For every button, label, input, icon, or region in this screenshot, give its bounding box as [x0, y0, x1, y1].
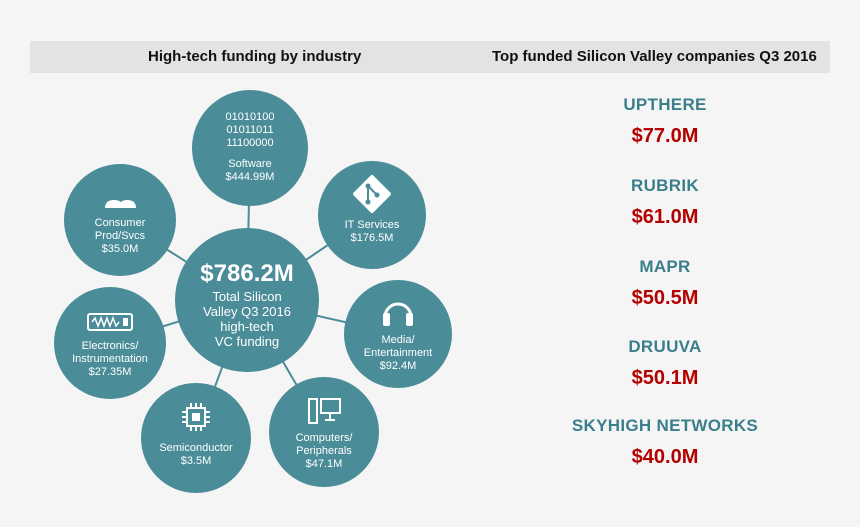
git-icon [353, 175, 391, 213]
industry-label: Electronics/ [82, 340, 140, 352]
industry-amount: $27.35M [89, 366, 132, 378]
industry-circle [54, 287, 166, 399]
industry-label: IT Services [345, 219, 400, 231]
industry-label: Instrumentation [72, 353, 148, 365]
oscilloscope-icon [87, 313, 133, 331]
hub-caption-line: Valley Q3 2016 [203, 304, 291, 319]
industry-label: Peripherals [296, 445, 352, 457]
total-amount: $786.2M [200, 260, 293, 287]
company-item: DRUUVA $50.1M [540, 337, 790, 390]
industry-section-title: High-tech funding by industry [148, 48, 362, 65]
company-item: UPTHERE $77.0M [540, 95, 790, 148]
industry-circle [318, 161, 426, 269]
company-item: RUBRIK $61.0M [540, 176, 790, 229]
industry-node: Computers/Peripherals$47.1M [269, 377, 379, 487]
industry-node: Media/Entertainment$92.4M [344, 280, 452, 388]
industry-label: Consumer [95, 217, 146, 229]
industry-label: Prod/Svcs [95, 230, 146, 242]
company-amount: $50.5M [631, 287, 699, 309]
headphones-icon [383, 302, 413, 326]
computer-icon [308, 398, 341, 424]
hub-circle [175, 228, 319, 372]
industry-amount: $3.5M [181, 455, 212, 467]
companies-section-title: Top funded Silicon Valley companies Q3 2… [492, 48, 817, 65]
industry-node: Electronics/Instrumentation$27.35M [54, 287, 166, 399]
industry-node: Semiconductor$3.5M [141, 383, 251, 493]
industry-circle [141, 383, 251, 493]
company-name: UPTHERE [623, 95, 707, 114]
industry-circle [64, 164, 176, 276]
industry-amount: $35.0M [102, 243, 139, 255]
company-amount: $61.0M [631, 206, 699, 228]
industry-amount: $47.1M [306, 458, 343, 470]
industry-amount: $444.99M [226, 171, 275, 183]
binary-code-icon: 11100000 [226, 137, 273, 149]
industry-amount: $92.4M [380, 360, 417, 372]
company-name: SKYHIGH NETWORKS [571, 416, 759, 435]
industry-label: Computers/ [296, 432, 354, 444]
users-icon [105, 189, 136, 208]
company-name: RUBRIK [631, 176, 699, 195]
company-amount: $50.1M [631, 367, 699, 389]
company-name: MAPR [639, 257, 691, 276]
industry-node: IT Services$176.5M [318, 161, 426, 269]
industry-circle [344, 280, 452, 388]
binary-code-icon: 01011011 [226, 124, 273, 136]
company-amount: $77.0M [631, 125, 699, 147]
company-item: SKYHIGH NETWORKS $40.0M [540, 416, 790, 469]
industry-label: Software [228, 158, 271, 170]
industry-circle [192, 90, 308, 206]
industry-circle [269, 377, 379, 487]
industry-label: Semiconductor [159, 442, 233, 454]
company-amount: $40.0M [631, 446, 699, 468]
industry-label: Entertainment [364, 347, 432, 359]
industry-label: Media/ [381, 334, 415, 346]
company-name: DRUUVA [628, 337, 702, 356]
company-item: MAPR $50.5M [540, 257, 790, 310]
binary-code-icon: 01010100 [226, 111, 275, 123]
hub-caption-line: high-tech [220, 319, 273, 334]
hub-caption-line: VC funding [215, 334, 279, 349]
header-bar: High-tech funding by industry Top funded… [30, 41, 830, 73]
chip-icon [182, 403, 210, 431]
hub-caption-line: Total Silicon [212, 289, 281, 304]
industry-amount: $176.5M [351, 232, 394, 244]
